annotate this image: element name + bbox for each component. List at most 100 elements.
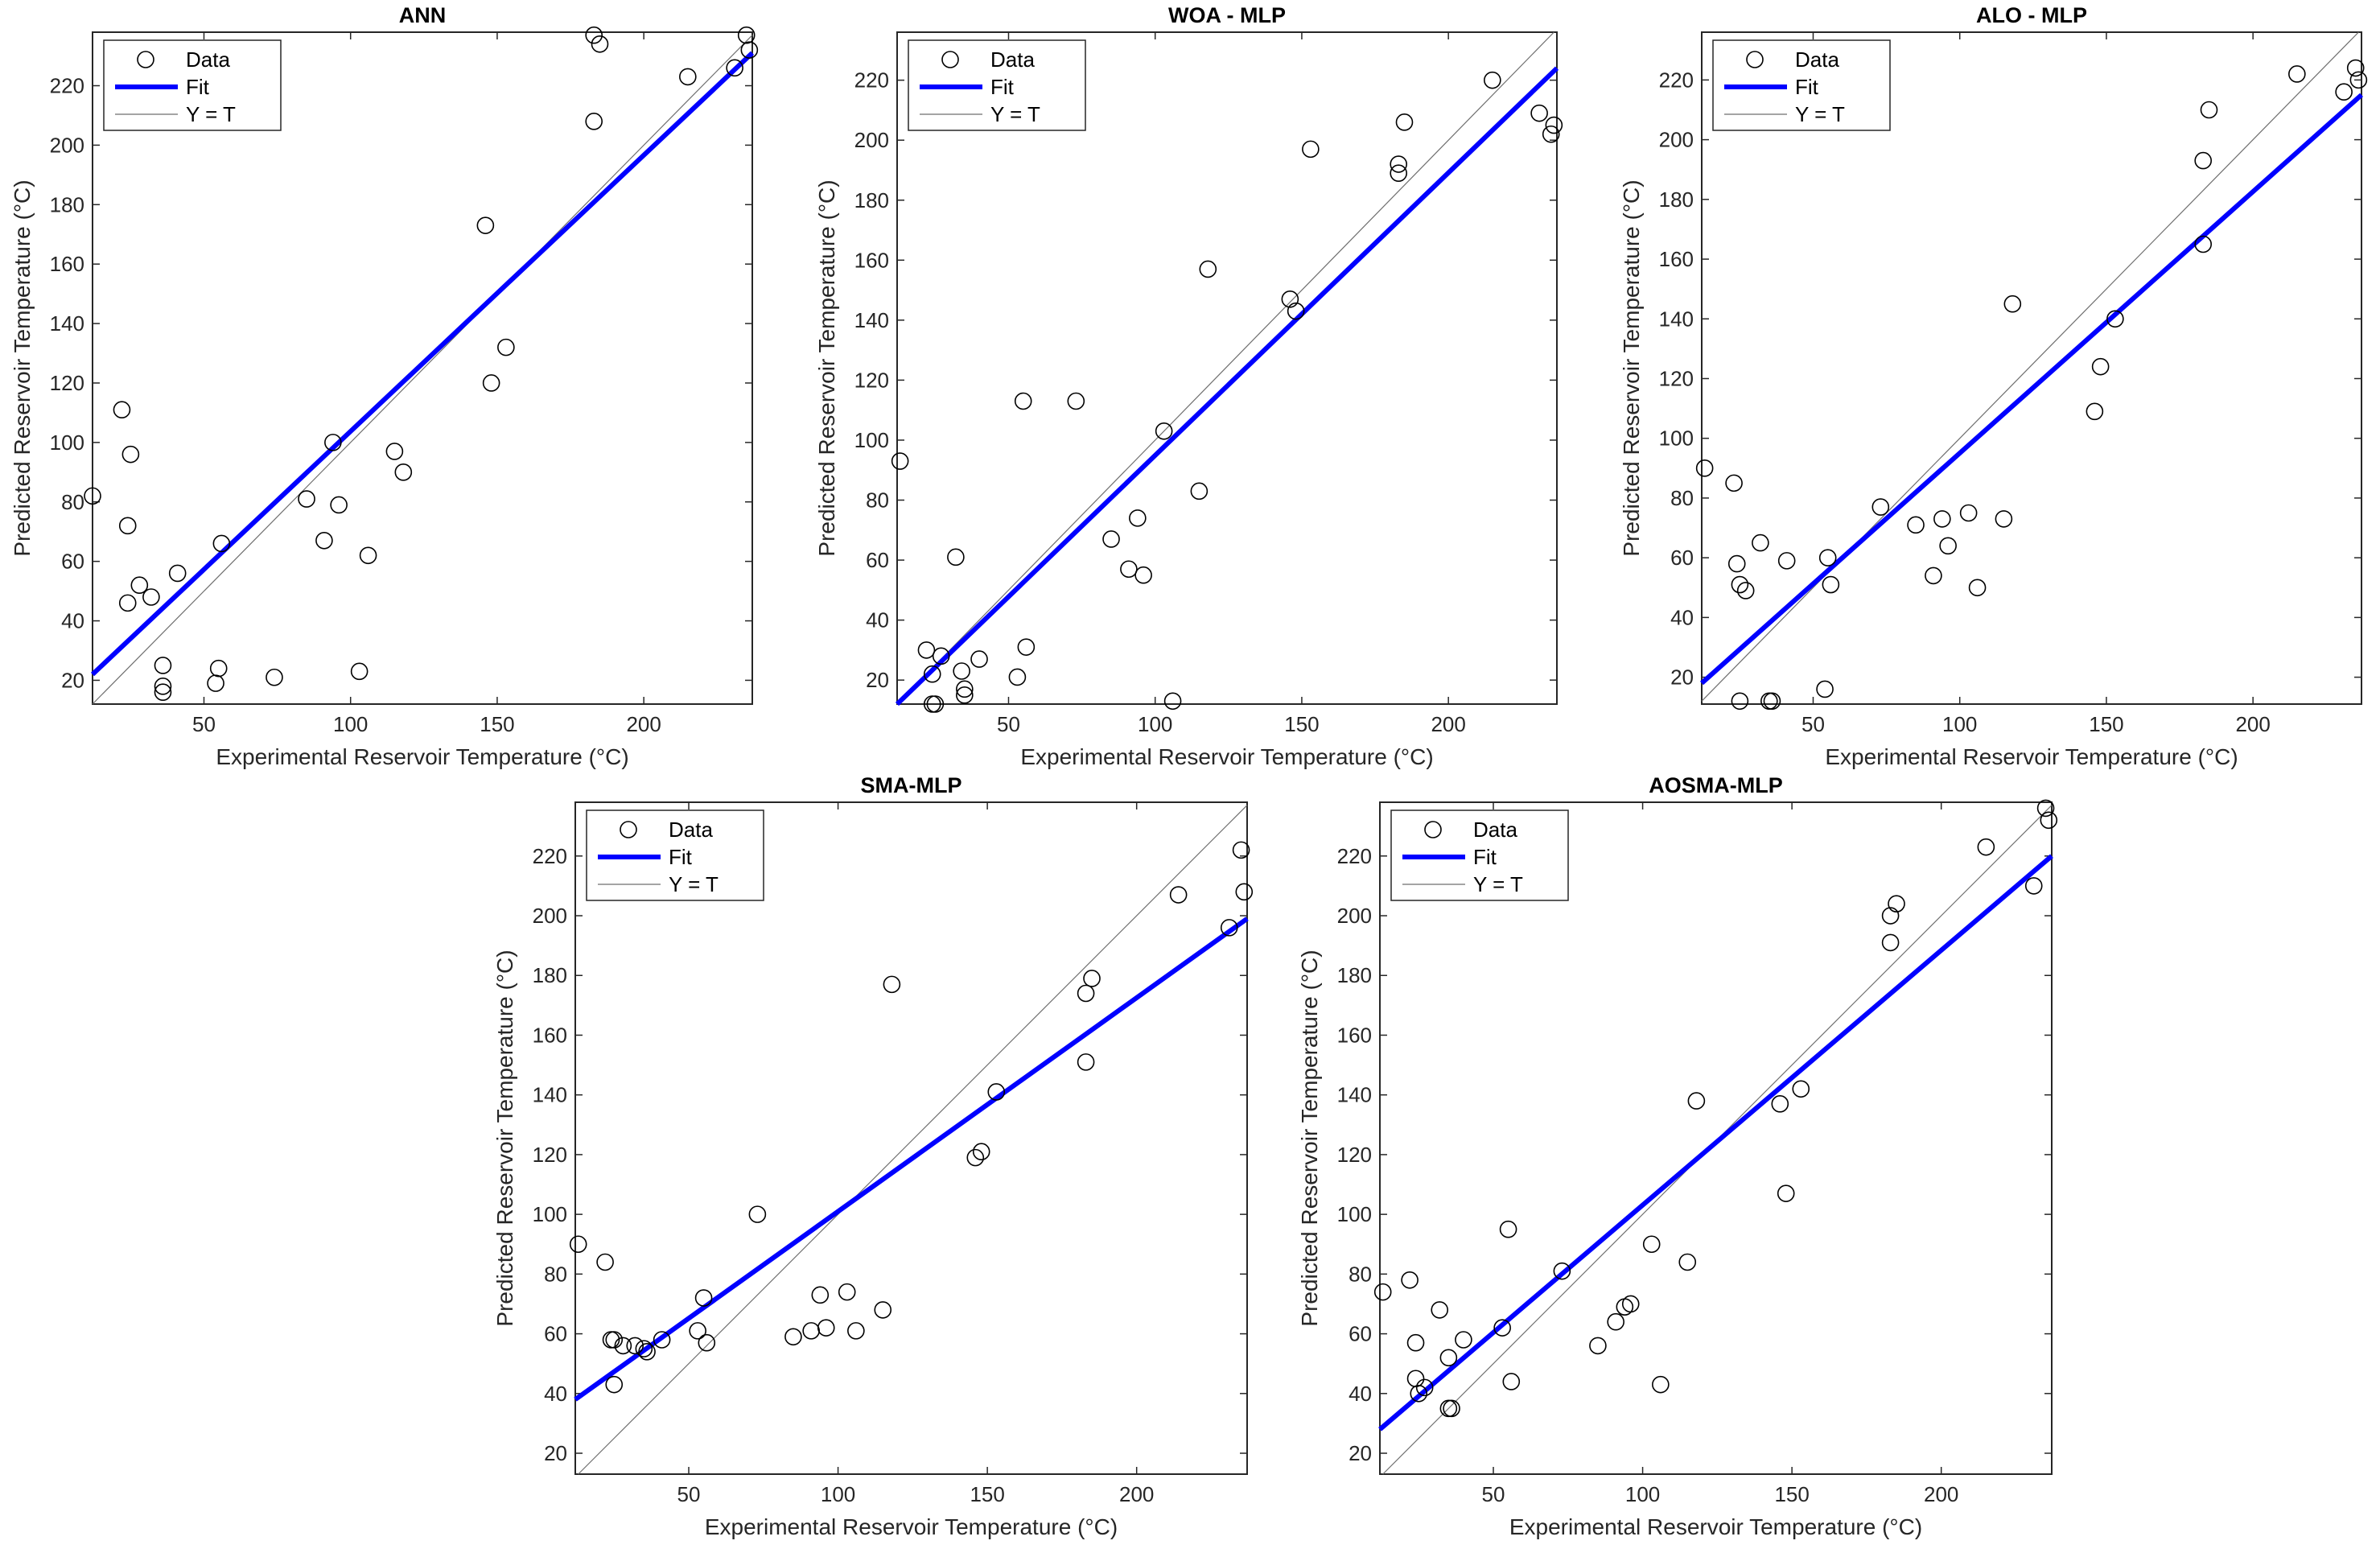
y-tick-label: 120 — [1659, 366, 1694, 390]
y-tick-label: 160 — [1337, 1023, 1372, 1047]
data-point — [1502, 1373, 1521, 1390]
y-tick-label: 200 — [854, 128, 889, 152]
x-tick-label: 50 — [677, 1482, 701, 1506]
x-tick-label: 50 — [1801, 712, 1825, 736]
data-point — [585, 113, 603, 130]
data-point — [1822, 575, 1840, 594]
x-tick-label: 100 — [1138, 712, 1172, 736]
data-point — [154, 683, 172, 702]
data-point — [154, 657, 172, 674]
data-point — [385, 443, 404, 460]
data-point — [113, 401, 131, 419]
data-point — [1410, 1385, 1428, 1403]
legend-label: Fit — [990, 75, 1015, 99]
y-tick-label: 160 — [50, 252, 84, 276]
y-tick-label: 20 — [866, 668, 889, 692]
y-tick-label: 60 — [1349, 1322, 1372, 1346]
data-point — [1881, 907, 1900, 925]
identity-line — [896, 31, 1554, 705]
data-point — [1725, 474, 1743, 492]
data-point — [932, 647, 950, 665]
data-point — [266, 668, 283, 686]
data-point — [1134, 566, 1152, 584]
data-point — [1439, 1349, 1458, 1367]
data-point — [476, 216, 495, 234]
y-axis-label: Predicted Reservoir Temperature (°C) — [492, 950, 517, 1326]
x-tick-label: 50 — [1482, 1482, 1505, 1506]
data-point — [956, 680, 974, 698]
data-point — [2349, 71, 2368, 89]
data-point — [970, 650, 988, 668]
data-point — [1995, 510, 2013, 528]
data-point — [1687, 1092, 1706, 1110]
y-tick-label: 220 — [533, 844, 567, 868]
data-point — [1977, 838, 1995, 856]
axes-box — [574, 801, 1248, 1475]
fit-line — [1378, 854, 2053, 1431]
axes-box — [1379, 801, 2053, 1475]
y-tick-label: 220 — [1337, 844, 1372, 868]
data-point — [740, 41, 759, 59]
y-tick-label: 100 — [1337, 1202, 1372, 1226]
y-tick-label: 200 — [1659, 128, 1694, 152]
x-axis-label: Experimental Reservoir Temperature (°C) — [705, 1514, 1118, 1539]
data-point — [1589, 1337, 1607, 1355]
legend-label: Fit — [669, 845, 693, 869]
y-tick-label: 120 — [1337, 1143, 1372, 1167]
x-axis-label: Experimental Reservoir Temperature (°C) — [1020, 744, 1433, 769]
data-point — [784, 1328, 802, 1346]
data-point — [324, 434, 342, 451]
y-tick-label: 60 — [544, 1322, 567, 1346]
panel-2: WOA - MLP 50 100 150 200 20 40 60 80 100 120 140 160… — [814, 3, 1563, 769]
data-point — [2194, 151, 2212, 170]
data-point — [1933, 510, 1951, 528]
y-tick-label: 40 — [866, 608, 889, 632]
x-tick-label: 150 — [2089, 712, 2123, 736]
data-point — [1163, 692, 1182, 711]
data-point — [635, 1340, 653, 1357]
data-point — [987, 1083, 1006, 1101]
data-point — [1731, 575, 1749, 594]
x-tick-label: 150 — [480, 712, 514, 736]
data-point — [1553, 1262, 1571, 1280]
y-tick-label: 160 — [854, 248, 889, 272]
data-point — [130, 576, 149, 595]
y-tick-label: 40 — [544, 1382, 567, 1406]
data-point — [585, 26, 603, 44]
data-point — [1499, 1220, 1517, 1238]
data-point — [168, 564, 187, 583]
data-point — [2194, 235, 2212, 253]
data-point — [917, 641, 936, 659]
y-axis-label: Predicted Reservoir Temperature (°C) — [1619, 179, 1644, 556]
legend-label: Data — [669, 818, 713, 842]
data-point — [1232, 841, 1250, 859]
legend-label: Data — [186, 47, 230, 72]
panel-1: ANN 50 100 150 200 20 40 60 80 100 120 140 160 180 200… — [10, 3, 759, 769]
data-point — [923, 665, 941, 683]
data-point — [212, 534, 231, 553]
data-point — [330, 496, 348, 514]
x-axis-label: Experimental Reservoir Temperature (°C) — [1509, 1514, 1922, 1539]
data-point — [1642, 1235, 1661, 1254]
y-axis-label: Predicted Reservoir Temperature (°C) — [814, 179, 839, 556]
fit-line — [1700, 93, 2363, 686]
y-tick-label: 20 — [61, 668, 84, 692]
data-point — [1401, 1271, 1419, 1289]
data-point — [1169, 886, 1188, 904]
fit-line — [574, 917, 1249, 1402]
y-tick-label: 180 — [1659, 187, 1694, 212]
data-point — [591, 35, 609, 53]
y-tick-label: 180 — [1337, 963, 1372, 987]
data-point — [1818, 549, 1837, 566]
data-point — [1220, 919, 1238, 937]
data-point — [1727, 554, 1746, 573]
x-tick-label: 150 — [970, 1482, 1004, 1506]
axes-box — [1701, 31, 2362, 705]
data-point — [638, 1343, 656, 1361]
data-point — [953, 662, 970, 680]
panel-5: AOSMA-MLP 50 100 150 200 20 40 60 80 100 120 140 160… — [1297, 773, 2058, 1539]
identity-line — [1701, 31, 2359, 702]
x-axis-label: Experimental Reservoir Temperature (°C) — [216, 744, 628, 769]
data-point — [926, 695, 945, 713]
y-tick-label: 140 — [1659, 307, 1694, 331]
